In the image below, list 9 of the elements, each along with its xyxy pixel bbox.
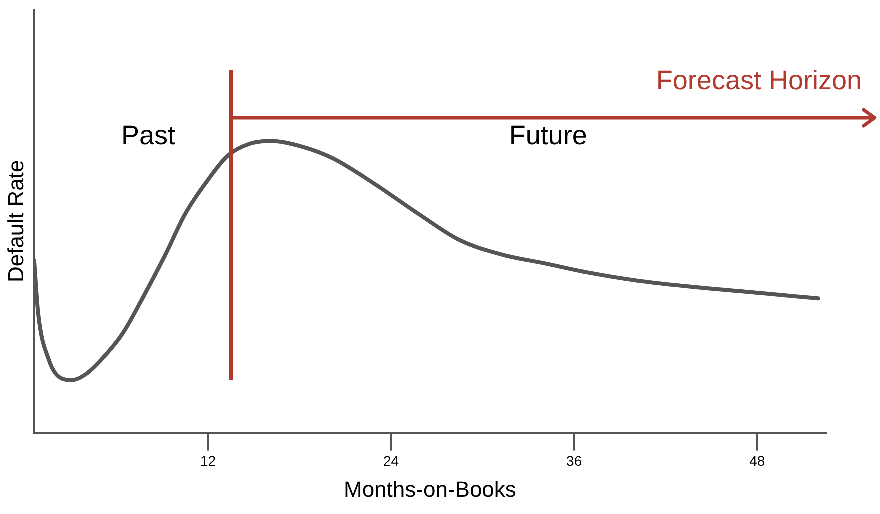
- x-tick-label: 12: [200, 453, 216, 470]
- annotation: Past: [121, 120, 176, 150]
- y-axis-title: Default Rate: [3, 160, 28, 283]
- annotation: Future: [509, 120, 588, 150]
- x-tick-label: 48: [750, 453, 766, 470]
- x-tick-label: 36: [566, 453, 582, 470]
- x-tick-label: 24: [384, 453, 400, 470]
- text: Forecast Horizon: [656, 65, 862, 96]
- x-axis-title: Months-on-Books: [344, 476, 516, 502]
